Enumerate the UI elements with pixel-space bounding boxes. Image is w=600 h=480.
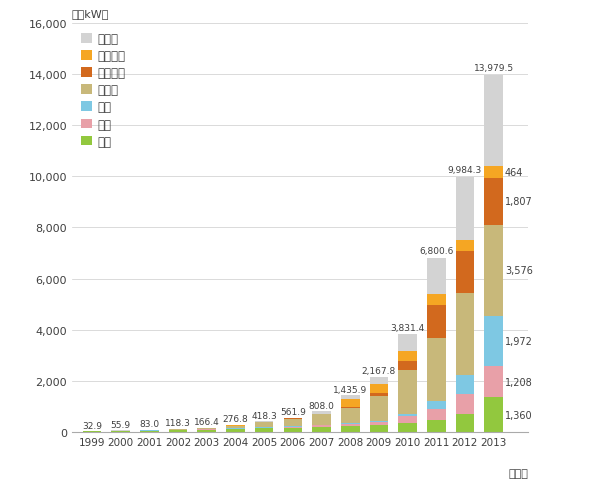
- Text: 166.4: 166.4: [194, 417, 220, 426]
- Bar: [484, 225, 503, 316]
- Text: 561.9: 561.9: [280, 407, 306, 416]
- Bar: [370, 396, 388, 421]
- Bar: [341, 426, 359, 432]
- Bar: [312, 427, 331, 432]
- Bar: [427, 409, 446, 420]
- Bar: [427, 401, 446, 409]
- Text: 1,807: 1,807: [505, 197, 533, 207]
- Bar: [341, 396, 359, 399]
- Text: 1,435.9: 1,435.9: [333, 385, 367, 394]
- Bar: [284, 418, 302, 419]
- Bar: [398, 334, 417, 351]
- Bar: [169, 429, 187, 430]
- Bar: [455, 395, 474, 414]
- Bar: [370, 421, 388, 422]
- Bar: [226, 426, 245, 429]
- Bar: [427, 259, 446, 294]
- Text: 118.3: 118.3: [165, 419, 191, 428]
- Bar: [169, 431, 187, 432]
- Text: 464: 464: [505, 168, 523, 178]
- Bar: [255, 428, 274, 432]
- Bar: [112, 431, 130, 432]
- Bar: [341, 408, 359, 423]
- Bar: [455, 293, 474, 375]
- Bar: [226, 429, 245, 432]
- Bar: [398, 417, 417, 423]
- Bar: [226, 425, 245, 426]
- Text: 13,979.5: 13,979.5: [473, 63, 514, 72]
- Text: 6,800.6: 6,800.6: [419, 247, 454, 255]
- Text: 3,831.4: 3,831.4: [391, 324, 425, 333]
- Bar: [312, 426, 331, 427]
- Bar: [398, 370, 417, 414]
- Text: （年）: （年）: [508, 468, 528, 478]
- Bar: [484, 75, 503, 167]
- Bar: [427, 420, 446, 432]
- Text: 55.9: 55.9: [110, 420, 131, 429]
- Bar: [484, 367, 503, 397]
- Bar: [370, 422, 388, 425]
- Bar: [255, 421, 274, 422]
- Bar: [398, 423, 417, 432]
- Bar: [255, 422, 274, 428]
- Bar: [370, 377, 388, 384]
- Bar: [427, 305, 446, 338]
- Bar: [484, 316, 503, 367]
- Text: 83.0: 83.0: [139, 420, 160, 428]
- Text: 2,167.8: 2,167.8: [362, 366, 396, 375]
- Bar: [455, 375, 474, 395]
- Bar: [398, 351, 417, 361]
- Bar: [140, 431, 159, 432]
- Text: 1,360: 1,360: [505, 409, 533, 420]
- Text: 1,972: 1,972: [505, 336, 533, 347]
- Bar: [484, 167, 503, 179]
- Bar: [455, 252, 474, 293]
- Bar: [312, 411, 331, 414]
- Text: 808.0: 808.0: [308, 401, 334, 410]
- Bar: [370, 425, 388, 432]
- Bar: [398, 361, 417, 370]
- Text: 1,208: 1,208: [505, 377, 533, 387]
- Legend: その他, スペイン, イタリア, ドイツ, 中国, 米国, 日本: その他, スペイン, イタリア, ドイツ, 中国, 米国, 日本: [77, 28, 131, 153]
- Bar: [284, 419, 302, 427]
- Bar: [370, 384, 388, 394]
- Text: （万kW）: （万kW）: [72, 9, 109, 19]
- Bar: [427, 338, 446, 401]
- Bar: [455, 178, 474, 240]
- Bar: [197, 430, 216, 432]
- Text: 9,984.3: 9,984.3: [448, 165, 482, 174]
- Bar: [370, 394, 388, 396]
- Bar: [284, 428, 302, 432]
- Bar: [484, 397, 503, 432]
- Bar: [484, 179, 503, 225]
- Bar: [197, 428, 216, 429]
- Bar: [427, 294, 446, 305]
- Bar: [455, 240, 474, 252]
- Bar: [312, 415, 331, 425]
- Text: 32.9: 32.9: [82, 420, 102, 430]
- Bar: [341, 424, 359, 426]
- Bar: [341, 399, 359, 408]
- Text: 418.3: 418.3: [251, 411, 277, 420]
- Bar: [398, 414, 417, 417]
- Text: 3,576: 3,576: [505, 265, 533, 276]
- Bar: [455, 414, 474, 432]
- Text: 276.8: 276.8: [223, 414, 248, 423]
- Bar: [284, 427, 302, 428]
